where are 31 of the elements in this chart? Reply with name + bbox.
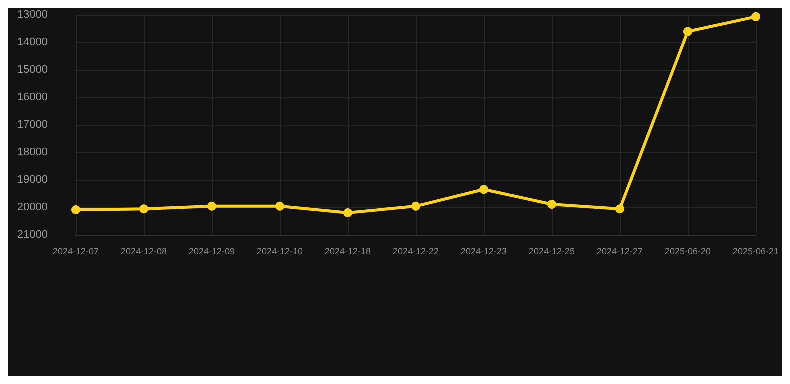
y-tick-label: 17000: [17, 119, 48, 131]
x-tick-label: 2024-12-25: [528, 246, 576, 256]
y-tick-label: 14000: [17, 36, 48, 48]
point: [683, 27, 692, 36]
point: [751, 12, 760, 22]
x-tick-label: 2024-12-09: [188, 246, 236, 256]
x-tick-label: 2024-12-08: [120, 246, 168, 256]
point: [547, 200, 556, 209]
x-tick-label: 2025-06-20: [664, 246, 712, 256]
y-tick-label: 20000: [17, 202, 48, 214]
x-tick-label: 2024-12-10: [256, 246, 304, 256]
x-tick-label: 2024-12-07: [52, 246, 100, 256]
y-tick-label: 19000: [17, 174, 48, 186]
x-tick-label: 2024-12-23: [460, 246, 508, 256]
point: [72, 205, 80, 214]
y-tick-label: 21000: [17, 229, 48, 241]
x-tick-label: 2024-12-18: [324, 246, 372, 256]
y-tick-label: 18000: [17, 146, 48, 158]
point: [276, 202, 284, 211]
x-tick-label: 2024-12-27: [596, 246, 644, 256]
x-tick-label: 2024-12-22: [392, 246, 440, 256]
y-tick-label: 13000: [17, 9, 48, 21]
point: [412, 202, 420, 211]
point: [344, 208, 352, 218]
point: [140, 204, 148, 214]
point: [480, 185, 488, 194]
y-tick-label: 15000: [17, 64, 48, 76]
x-tick-label: 2025-06-21: [732, 246, 780, 256]
point: [208, 202, 216, 211]
point: [615, 204, 624, 214]
y-tick-label: 16000: [17, 92, 48, 104]
